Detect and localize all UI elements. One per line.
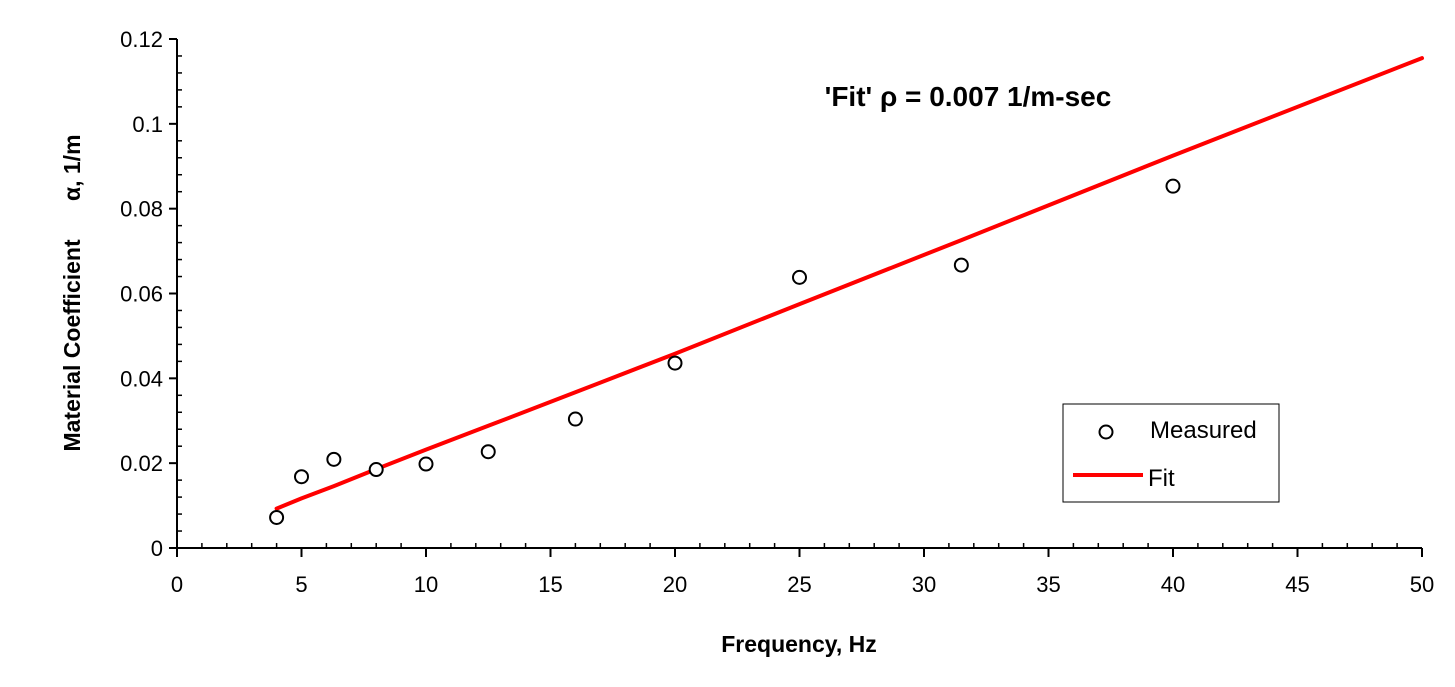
measured-point (326, 451, 342, 467)
measured-point (792, 269, 807, 285)
measured-point (294, 469, 309, 485)
y-tick-label: 0.1 (132, 112, 163, 137)
measured-point (480, 444, 496, 460)
legend-measured-marker (1098, 424, 1114, 440)
measured-point (368, 462, 384, 478)
x-tick-label: 45 (1285, 572, 1309, 597)
x-tick-label: 35 (1036, 572, 1060, 597)
y-tick-label: 0 (151, 536, 163, 561)
legend-box (1062, 403, 1280, 503)
y-tick-label: 0.06 (120, 282, 163, 307)
y-tick-label: 0.08 (120, 197, 163, 222)
x-tick-label: 0 (171, 572, 183, 597)
series-layer (269, 56, 1424, 525)
measured-point (418, 456, 434, 472)
measured-point (1165, 178, 1181, 194)
x-tick-label: 5 (295, 572, 307, 597)
x-tick-label: 25 (787, 572, 811, 597)
x-tick-label: 15 (538, 572, 562, 597)
ticks-layer (169, 38, 1423, 557)
measured-point (953, 257, 969, 273)
x-tick-label: 20 (663, 572, 687, 597)
measured-point (567, 411, 583, 427)
x-tick-label: 10 (414, 572, 438, 597)
x-axis-title: Frequency, Hz (721, 631, 877, 657)
x-tick-label: 30 (912, 572, 936, 597)
x-tick-label: 40 (1161, 572, 1185, 597)
measured-point (667, 355, 683, 371)
fit-annotation: 'Fit' ρ = 0.007 1/m-sec (825, 81, 1112, 112)
tick-labels-layer: 0 0.02 0.04 0.06 0.08 0.1 0.12 0 5 10 15 20 25 30 35 40… (120, 27, 1434, 597)
y-tick-label: 0.12 (120, 27, 163, 52)
x-tick-label: 50 (1410, 572, 1434, 597)
fit-line (274, 56, 1424, 511)
y-tick-label: 0.04 (120, 366, 163, 391)
legend-fit-label: Fit (1148, 465, 1175, 492)
y-axis-title: Material Coefficient α, 1/m (59, 134, 85, 451)
legend-measured-label: Measured (1150, 417, 1257, 444)
legend: Measured Fit (1062, 403, 1280, 503)
y-tick-label: 0.02 (120, 451, 163, 476)
measured-point (269, 509, 285, 525)
